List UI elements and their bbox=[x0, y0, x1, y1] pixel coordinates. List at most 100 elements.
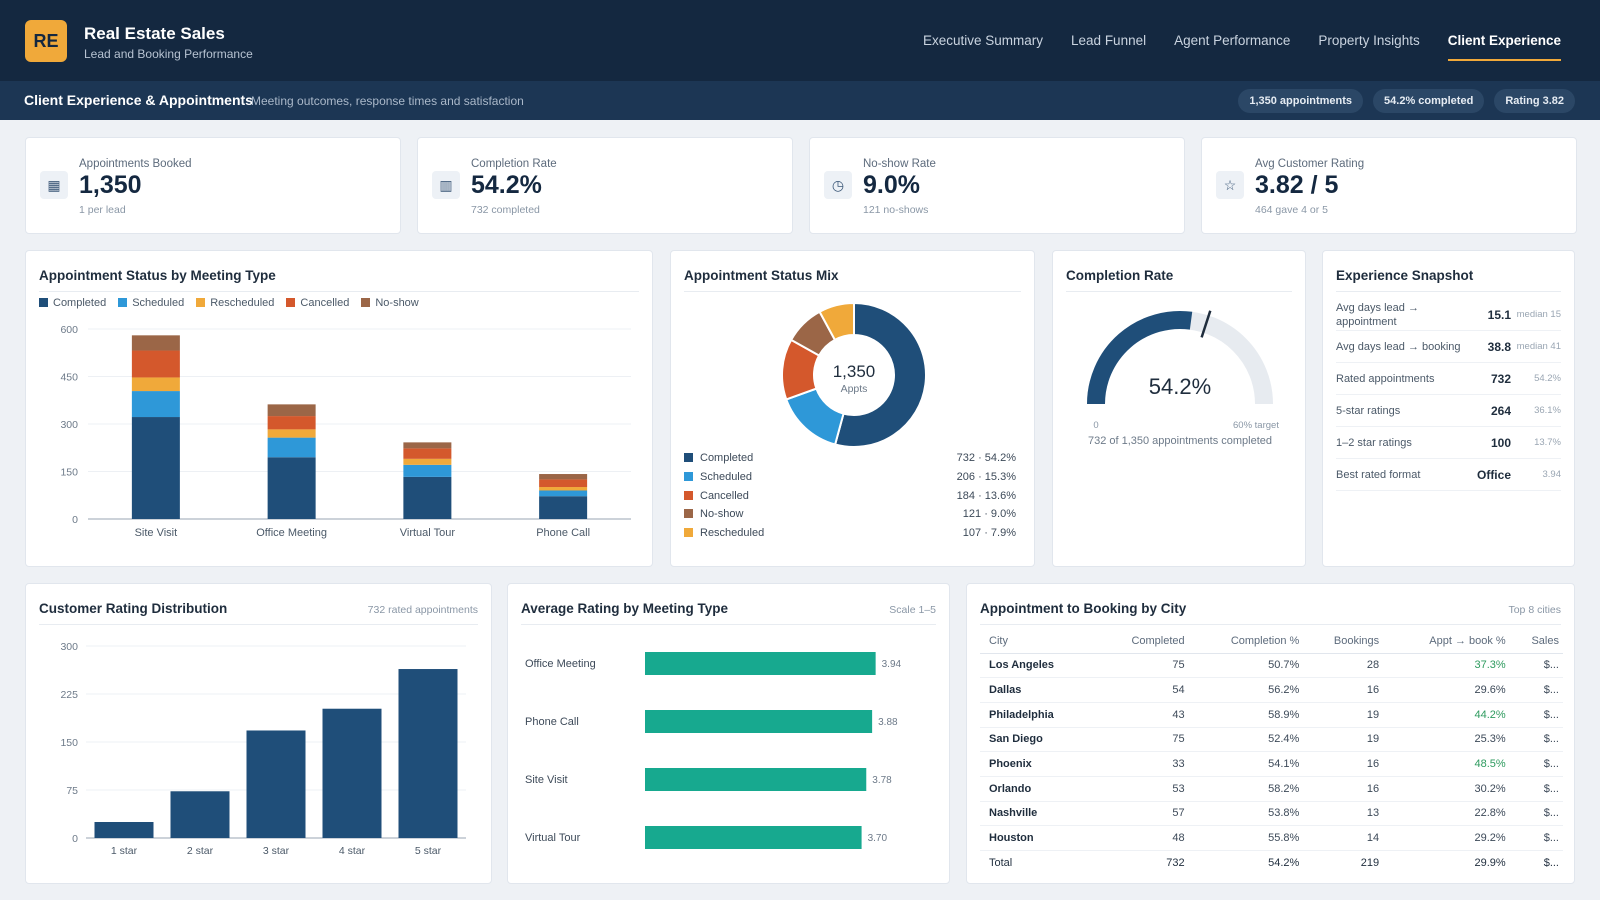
total-cell-pct: 54.2% bbox=[1188, 850, 1304, 876]
cell-completed: 48 bbox=[1096, 825, 1189, 851]
bar-category-label: Office Meeting bbox=[525, 658, 596, 670]
donut-slice-completed bbox=[833, 301, 927, 448]
divider bbox=[39, 291, 639, 292]
bar-segment-scheduled bbox=[267, 437, 316, 458]
donut-slice-rescheduled bbox=[818, 301, 855, 342]
app-subtitle: Lead and Booking Performance bbox=[84, 47, 253, 61]
card-title: Experience Snapshot bbox=[1336, 268, 1474, 283]
column-header-city: City bbox=[980, 630, 1097, 654]
legend-label: Cancelled bbox=[700, 489, 749, 502]
bar-segment-no-show bbox=[403, 442, 452, 449]
legend-item-scheduled: Scheduled 206 · 15.3% bbox=[684, 468, 1016, 487]
rating-distribution-card: Customer Rating Distribution 732 rated a… bbox=[25, 583, 492, 884]
x-tick-label: 2 star bbox=[187, 845, 214, 857]
bar-segment-rescheduled bbox=[403, 458, 452, 465]
legend-swatch bbox=[196, 298, 206, 307]
cell-bookings: 16 bbox=[1303, 776, 1384, 802]
cell-book: 29.6% bbox=[1383, 677, 1510, 703]
table-header-row: City Completed Completion % Bookings Appt → … bbox=[980, 630, 1563, 654]
snapshot-aux: median 15 bbox=[1516, 308, 1561, 320]
table-row: Philadelphia 43 58.9% 19 44.2% $... bbox=[980, 702, 1563, 728]
cell-completed: 33 bbox=[1096, 751, 1189, 777]
summary-chip: 54.2% completed bbox=[1373, 89, 1485, 113]
table-row: Phoenix 33 54.1% 16 48.5% $... bbox=[980, 751, 1563, 777]
snapshot-value: 100 bbox=[1490, 435, 1511, 450]
y-tick-label: 150 bbox=[60, 467, 78, 479]
kpi-subtext: 121 no-shows bbox=[863, 204, 929, 216]
kpi-value: 54.2% bbox=[471, 171, 542, 199]
nav-tab-agent-performance[interactable]: Agent Performance bbox=[1174, 33, 1291, 48]
cell-bookings: 16 bbox=[1303, 677, 1384, 703]
app-title: Real Estate Sales bbox=[84, 24, 225, 43]
cell-bookings: 19 bbox=[1303, 727, 1384, 753]
x-tick-label: Office Meeting bbox=[256, 527, 327, 539]
total-cell-bookings: 219 bbox=[1303, 850, 1384, 876]
nav-tab-lead-funnel[interactable]: Lead Funnel bbox=[1071, 33, 1147, 48]
legend-swatch bbox=[39, 298, 48, 307]
city-table-card: Appointment to Booking by City Top 8 cit… bbox=[966, 583, 1575, 884]
rating-bar-3-star bbox=[246, 730, 306, 838]
cell-sales: $... bbox=[1509, 727, 1563, 753]
divider bbox=[1336, 291, 1561, 292]
bar-segment-rescheduled bbox=[131, 377, 180, 392]
summary-chips: 1,350 appointments 54.2% completed Rating … bbox=[1238, 89, 1575, 113]
completion-gauge-card: Completion Rate 54.2% 0 60% target 732 of … bbox=[1052, 250, 1306, 567]
bar-segment-scheduled bbox=[131, 391, 180, 418]
snapshot-label: 5-star ratings bbox=[1336, 404, 1401, 417]
gauge-fill bbox=[1087, 311, 1193, 405]
nav-tab-property-insights[interactable]: Property Insights bbox=[1318, 33, 1420, 48]
top-bar: RE Real Estate Sales Lead and Booking Pe… bbox=[0, 0, 1600, 81]
stacked-bar-chart: 0 150 300 450 600 Site Visit Office Meeting Vir… bbox=[60, 324, 631, 539]
legend-value: 184 · 13.6% bbox=[956, 489, 1016, 502]
cell-bookings: 28 bbox=[1303, 653, 1384, 679]
legend-item-no-show: No-show 121 · 9.0% bbox=[684, 505, 1016, 524]
card-note: Scale 1–5 bbox=[889, 604, 936, 616]
cell-pct: 53.8% bbox=[1188, 801, 1304, 827]
cell-sales: $... bbox=[1509, 801, 1563, 827]
total-cell-sales: $... bbox=[1509, 850, 1563, 876]
kpi-label: Appointments Booked bbox=[79, 158, 192, 170]
nav-tab-executive-summary[interactable]: Executive Summary bbox=[922, 33, 1044, 48]
snapshot-row-avg-days-lead-booking: Avg days lead → booking 38.8 median 41 bbox=[1336, 331, 1561, 363]
bar-chart-icon: ▥ bbox=[432, 171, 460, 199]
bar-segment-no-show bbox=[131, 335, 180, 351]
cell-sales: $... bbox=[1509, 776, 1563, 802]
nav-tab-client-experience[interactable]: Client Experience bbox=[1434, 0, 1575, 81]
bar-segment-rescheduled bbox=[267, 429, 316, 438]
legend-swatch bbox=[684, 509, 693, 519]
legend-swatch bbox=[361, 298, 371, 307]
legend-swatch bbox=[684, 528, 693, 538]
donut-legend: Completed 732 · 54.2% Scheduled 206 · 15.3%… bbox=[684, 449, 1016, 542]
legend-label: Cancelled bbox=[300, 297, 350, 309]
cell-book: 44.2% bbox=[1383, 702, 1510, 728]
bar-segment-cancelled bbox=[131, 350, 180, 378]
y-tick-label: 150 bbox=[60, 737, 78, 749]
chart-legend: Completed Scheduled Rescheduled Cancelled No… bbox=[39, 297, 419, 309]
legend-label-wrap: No-show bbox=[684, 508, 743, 520]
donut-chart: 1,350 Appts bbox=[781, 301, 927, 448]
x-tick-label: 1 star bbox=[111, 845, 138, 857]
bar-segment-no-show bbox=[539, 474, 588, 480]
total-cell-book: 29.9% bbox=[1383, 850, 1510, 876]
card-title: Customer Rating Distribution bbox=[39, 601, 228, 616]
table-row: Nashville 57 53.8% 13 22.8% $... bbox=[980, 801, 1563, 827]
snapshot-row-best-rated-format: Best rated format Office 3.94 bbox=[1336, 459, 1561, 491]
y-tick-label: 0 bbox=[72, 514, 78, 526]
bar-value-label: 3.70 bbox=[868, 833, 888, 844]
legend-item-scheduled: Scheduled bbox=[118, 297, 184, 309]
snapshot-row-rated-appointments: Rated appointments 732 54.2% bbox=[1336, 363, 1561, 395]
cell-pct: 50.7% bbox=[1188, 653, 1304, 679]
y-tick-label: 300 bbox=[60, 641, 78, 653]
legend-value: 732 · 54.2% bbox=[956, 452, 1016, 465]
table-total-row: Total 732 54.2% 219 29.9% $... bbox=[980, 850, 1563, 876]
gauge-target-label: 60% target bbox=[1233, 420, 1279, 431]
card-note: Top 8 cities bbox=[1508, 604, 1561, 616]
kpi-card-appointments-booked: ▦ Appointments Booked 1,350 1 per lead bbox=[25, 137, 401, 234]
cell-pct: 55.8% bbox=[1188, 825, 1304, 851]
kpi-subtext: 1 per lead bbox=[79, 204, 126, 216]
cell-sales: $... bbox=[1509, 751, 1563, 777]
divider bbox=[684, 291, 1021, 292]
column-header-completion: Completion % bbox=[1188, 630, 1304, 654]
bar-segment-scheduled bbox=[539, 490, 588, 497]
page-title: Client Experience & Appointments bbox=[24, 92, 253, 108]
